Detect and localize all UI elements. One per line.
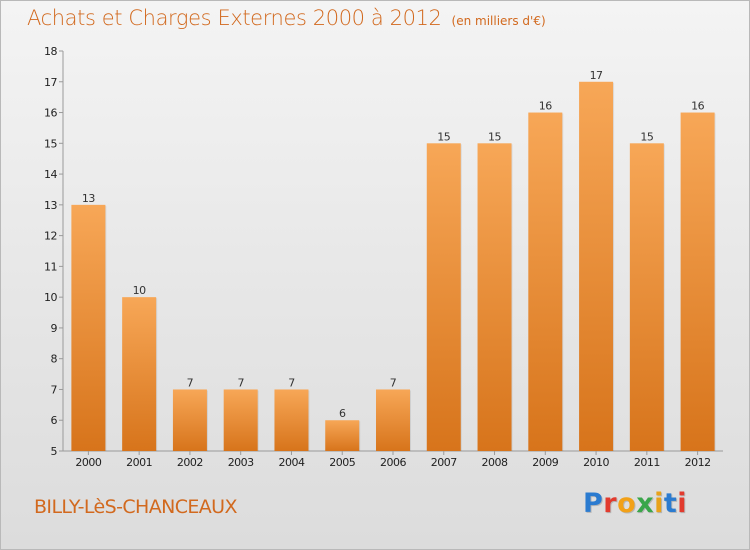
bar-value-label: 7 (390, 376, 397, 389)
x-tick-label: 2012 (685, 456, 711, 469)
bar-value-label: 7 (288, 376, 295, 389)
bar-value-label: 6 (339, 407, 346, 420)
bar (325, 420, 360, 451)
chart-title-row: Achats et Charges Externes 2000 à 2012 (… (27, 6, 546, 30)
bar-chart: 5 6 7 8 9 10 11 12 13 14 15 16 17 18 13 2000 10 2001 7 2002… (44, 45, 723, 469)
bar-value-label: 16 (691, 100, 704, 113)
y-tick-label: 14 (44, 168, 57, 181)
bar-value-label: 16 (539, 100, 552, 113)
bar-value-label: 17 (590, 69, 603, 82)
x-tick-label: 2010 (583, 456, 609, 469)
y-tick-label: 8 (51, 353, 58, 366)
y-tick-label: 6 (51, 414, 58, 427)
y-tick-label: 16 (44, 107, 57, 120)
bar (680, 112, 715, 452)
proxiti-logo: Proxiti (583, 488, 687, 519)
y-tick-label: 5 (51, 445, 58, 458)
x-tick-label: 2007 (431, 456, 457, 469)
x-tick-label: 2003 (228, 456, 254, 469)
y-tick-label: 11 (44, 260, 57, 273)
x-tick-label: 2004 (278, 456, 304, 469)
location-name: BILLY-LèS-CHANCEAUX (34, 496, 238, 518)
bar (376, 389, 410, 451)
y-tick-label: 12 (44, 230, 57, 243)
bar-value-label: 15 (640, 130, 653, 143)
chart-unit-label: (en milliers d'€) (451, 14, 546, 28)
y-tick-label: 17 (44, 76, 57, 89)
bar (172, 389, 207, 451)
x-tick-label: 2002 (177, 456, 203, 469)
bar (579, 81, 614, 452)
bar-value-label: 7 (237, 376, 244, 389)
y-tick-label: 10 (44, 291, 57, 304)
x-tick-label: 2006 (380, 456, 406, 469)
y-tick-label: 15 (44, 137, 57, 150)
x-tick-label: 2008 (482, 456, 508, 469)
bar (223, 389, 258, 451)
logo-letter: o (617, 488, 637, 519)
y-tick-label: 7 (51, 383, 58, 396)
logo-letter: i (654, 488, 664, 519)
bar (629, 143, 664, 452)
y-tick-label: 9 (51, 322, 58, 335)
bar (477, 143, 512, 452)
chart-title: Achats et Charges Externes 2000 à 2012 (27, 6, 442, 30)
bar-value-label: 15 (488, 130, 501, 143)
bar-value-label: 7 (187, 376, 194, 389)
bar (122, 297, 157, 451)
logo-letter: x (636, 488, 655, 519)
bar (71, 204, 106, 451)
bar (426, 143, 461, 452)
bar (528, 112, 563, 452)
bar-value-label: 15 (437, 130, 450, 143)
x-tick-label: 2009 (532, 456, 558, 469)
bar-value-label: 13 (82, 192, 95, 205)
y-tick-label: 13 (44, 199, 57, 212)
x-tick-label: 2001 (126, 456, 152, 469)
x-tick-label: 2011 (634, 456, 660, 469)
logo-letter: P (583, 488, 604, 519)
x-tick-label: 2000 (75, 456, 101, 469)
x-tick-label: 2005 (329, 456, 355, 469)
y-tick-label: 18 (44, 45, 57, 58)
logo-letter: i (677, 488, 688, 519)
logo-letter: r (603, 488, 618, 519)
bar (274, 389, 309, 451)
logo-letter: t (663, 488, 678, 519)
bar-value-label: 10 (133, 284, 146, 297)
